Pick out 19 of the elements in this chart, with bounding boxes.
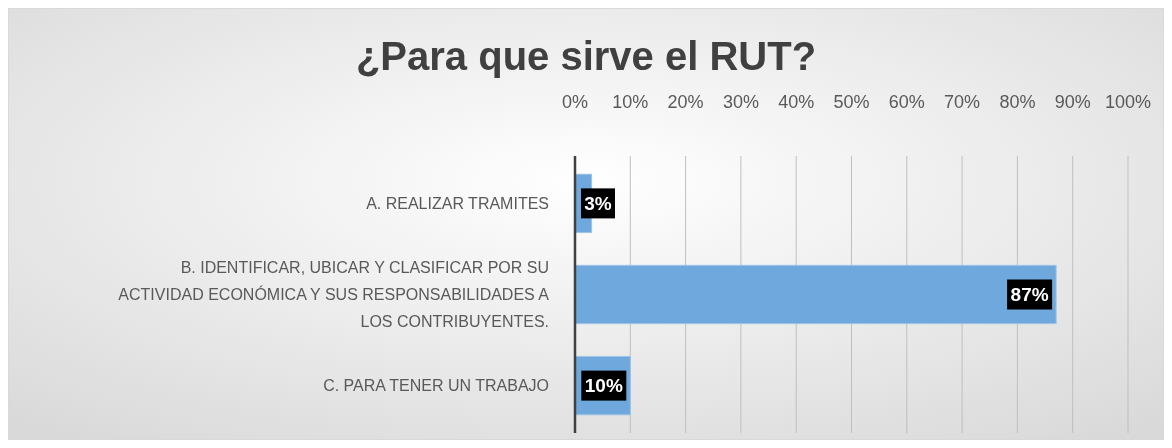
x-tick-label: 60% — [888, 92, 925, 112]
x-tick-label: 10% — [612, 92, 649, 112]
data-label: 87% — [1010, 284, 1049, 306]
x-tick-label: 20% — [667, 92, 704, 112]
y-tick-label: A. REALIZAR TRAMITES — [366, 194, 549, 212]
data-label: 10% — [584, 375, 623, 397]
data-label: 3% — [584, 193, 612, 215]
x-tick-label: 70% — [944, 92, 981, 112]
x-tick-label: 30% — [722, 92, 759, 112]
y-tick-label: B. IDENTIFICAR, UBICAR Y CLASIFICAR POR SU ACTIVIDAD ECONÓMICA Y SUS RESPONSABILIDADES A LOS CONTRIBUYENTES. — [118, 259, 550, 331]
chart-title: ¿Para que sirve el RUT? — [355, 34, 817, 78]
x-tick-label: 90% — [1054, 92, 1091, 112]
bar — [574, 264, 1057, 325]
x-tick-label: 0% — [561, 92, 589, 112]
y-tick-label: C. PARA TENER UN TRABAJO — [323, 377, 549, 395]
x-tick-label: 80% — [999, 92, 1036, 112]
x-tick-label: 100% — [1104, 92, 1152, 112]
x-tick-label: 50% — [833, 92, 870, 112]
x-tick-label: 40% — [778, 92, 815, 112]
